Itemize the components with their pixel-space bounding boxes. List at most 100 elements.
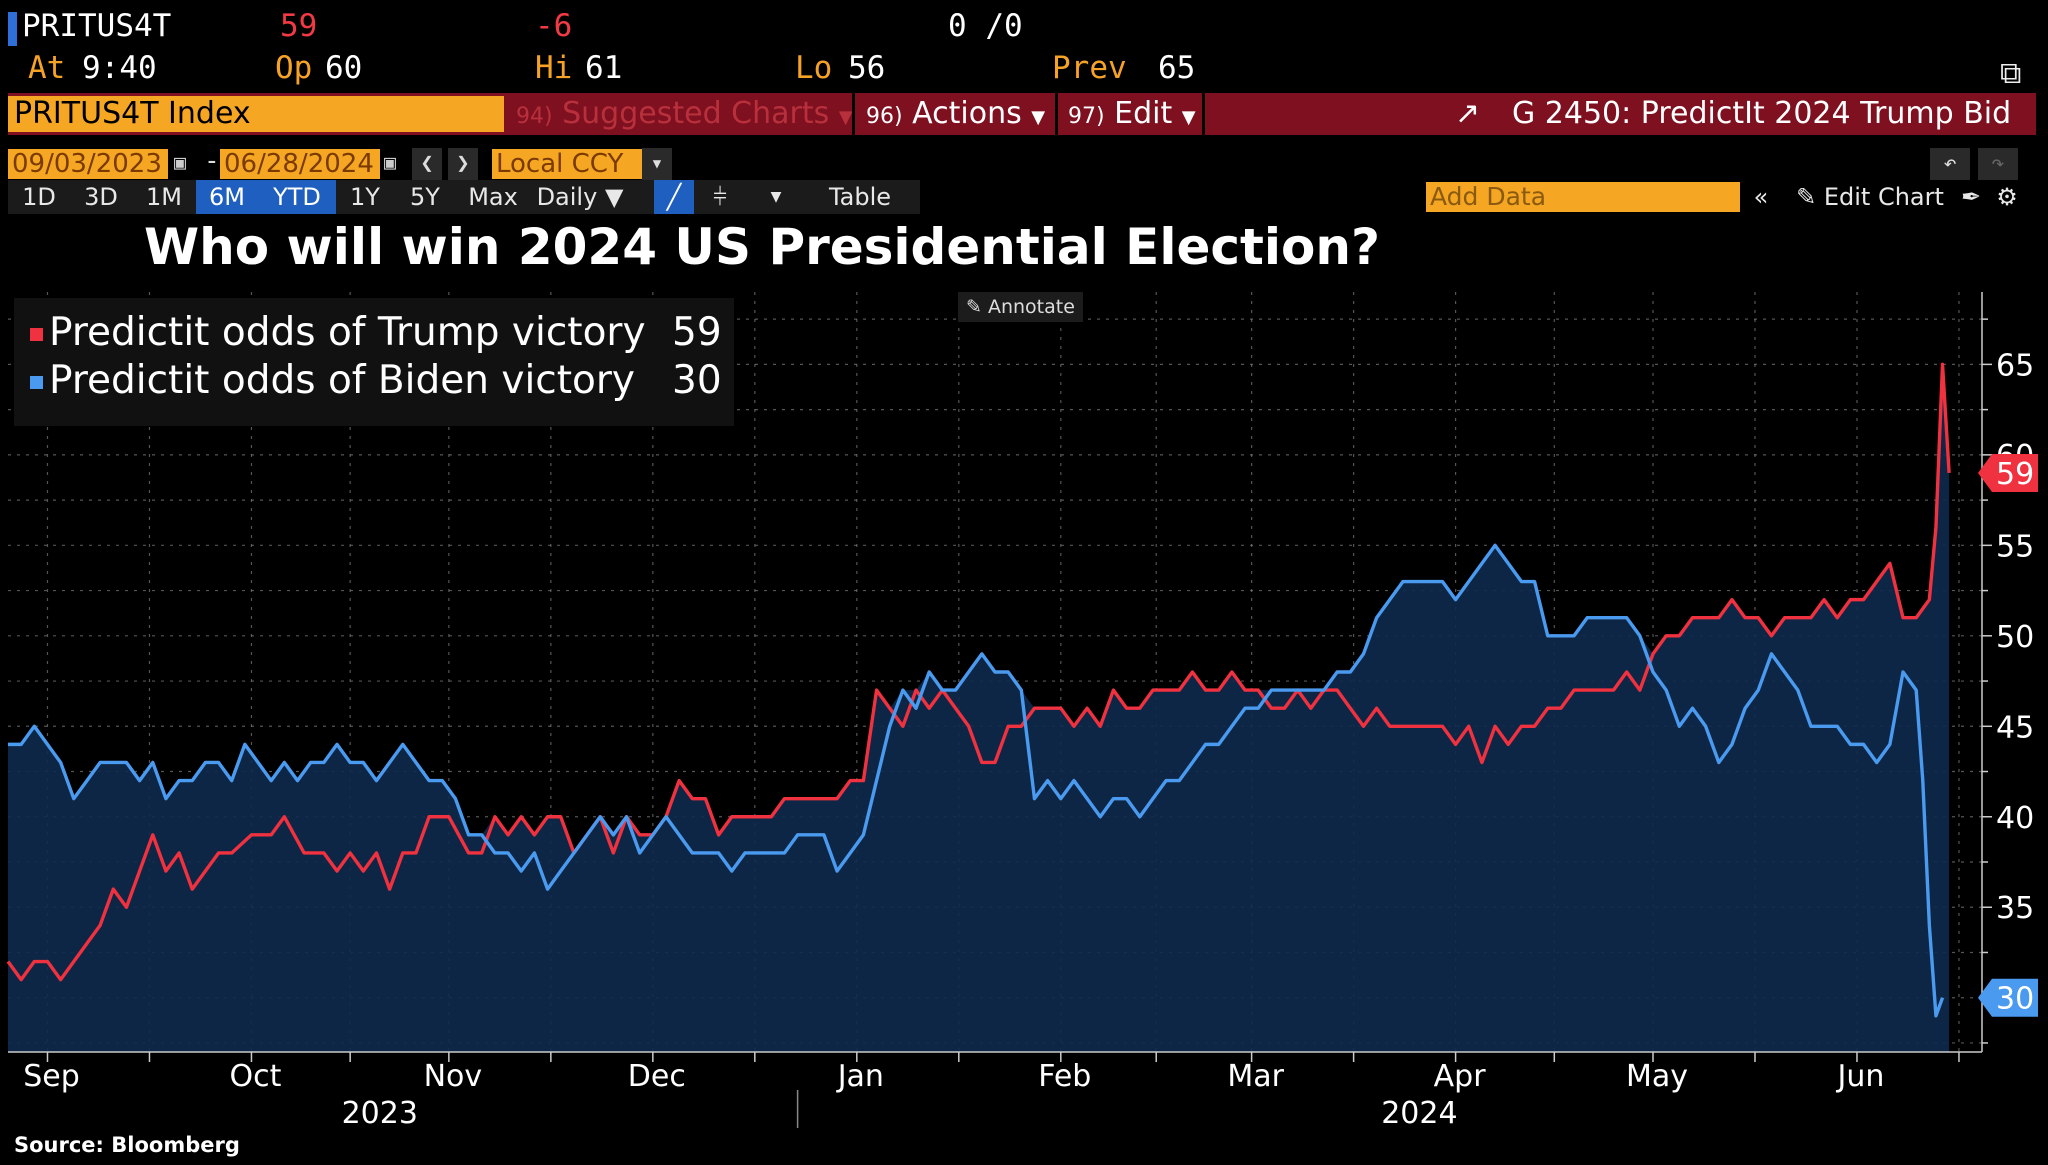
low-label: Lo bbox=[795, 50, 833, 86]
prev-label: Prev bbox=[1052, 50, 1127, 86]
redo-icon[interactable]: ↷ bbox=[1978, 148, 2018, 180]
gear-icon[interactable]: ⚙ bbox=[1996, 183, 2018, 211]
annotate-button[interactable]: ✎ Annotate bbox=[958, 292, 1083, 322]
prev-range-button[interactable]: ❮ bbox=[412, 148, 442, 180]
period-3d[interactable]: 3D bbox=[84, 183, 118, 211]
menu-divider bbox=[1202, 93, 1205, 135]
open-value: 60 bbox=[325, 50, 363, 86]
period-1m[interactable]: 1M bbox=[146, 183, 182, 211]
actions-menu[interactable]: 96) Actions ▼ bbox=[866, 93, 1045, 135]
legend-swatch bbox=[30, 376, 43, 389]
y-tick-label: 65 bbox=[1996, 348, 2034, 383]
pencil-icon: ✎ bbox=[1796, 183, 1817, 211]
x-tick-label: Sep bbox=[23, 1059, 80, 1094]
x-tick-label: Mar bbox=[1227, 1059, 1284, 1094]
period-5y[interactable]: 5Y bbox=[410, 183, 440, 211]
legend-value-biden: 30 bbox=[672, 358, 722, 403]
legend-item-biden: Predictit odds of Biden victory bbox=[30, 358, 635, 403]
period-1d[interactable]: 1D bbox=[22, 183, 56, 211]
menu-divider bbox=[852, 93, 855, 135]
series-areas bbox=[8, 364, 1950, 1052]
tag-value: 59 bbox=[1996, 457, 2034, 492]
suggested-label: Suggested Charts bbox=[562, 96, 830, 131]
x-tick-label: Dec bbox=[628, 1059, 686, 1094]
edit-num: 97) bbox=[1068, 104, 1105, 129]
net-change: -6 bbox=[535, 8, 573, 44]
year-label: 2023 bbox=[342, 1096, 418, 1131]
table-button[interactable]: Table bbox=[828, 183, 892, 211]
legend-value-trump: 59 bbox=[672, 310, 722, 355]
x-tick-label: Jun bbox=[1836, 1059, 1885, 1094]
annotate-label: Annotate bbox=[987, 296, 1075, 318]
y-tick-label: 45 bbox=[1996, 710, 2034, 745]
period-ytd[interactable]: YTD bbox=[258, 180, 336, 214]
y-axis: 354045505560655930 bbox=[1978, 292, 2038, 1052]
start-date-input[interactable]: 09/03/2023 bbox=[8, 149, 168, 179]
popout-icon[interactable]: ⧉ bbox=[2000, 56, 2022, 91]
y-tick-label: 50 bbox=[1996, 620, 2034, 655]
chevron-down-icon: ▼ bbox=[838, 107, 853, 128]
currency-select[interactable]: Local CCY bbox=[492, 149, 642, 179]
x-tick-label: May bbox=[1626, 1059, 1688, 1094]
series-line-trump bbox=[6, 362, 1951, 982]
edit-menu[interactable]: 97) Edit ▼ bbox=[1068, 93, 1196, 135]
prev-value: 65 bbox=[1158, 50, 1196, 86]
date-dash: - bbox=[204, 146, 220, 176]
last-price: 59 bbox=[280, 8, 318, 44]
bid-ask: 0 /0 bbox=[948, 8, 1023, 44]
chevron-down-icon[interactable]: ▼ bbox=[642, 148, 672, 180]
line-chart-icon[interactable]: ╱ bbox=[654, 180, 694, 214]
legend-label: Predictit odds of Biden victory bbox=[49, 358, 636, 403]
high-label: Hi bbox=[535, 50, 573, 86]
bar-style-icon[interactable]: ⫩ bbox=[713, 183, 727, 211]
chevron-down-icon[interactable]: ▼ bbox=[770, 189, 782, 205]
legend bbox=[14, 298, 734, 426]
actions-num: 96) bbox=[866, 104, 903, 129]
at-time: 9:40 bbox=[82, 50, 157, 86]
end-date-input[interactable]: 06/28/2024 bbox=[220, 149, 380, 179]
series-area bbox=[8, 364, 1950, 1052]
tag-shape bbox=[1978, 978, 2038, 1017]
pencil-icon: ✎ bbox=[966, 296, 982, 318]
ticker-symbol[interactable]: PRITUS4T bbox=[22, 8, 172, 44]
caret-down-icon: ▼ bbox=[604, 183, 624, 211]
actions-label: Actions bbox=[912, 96, 1022, 131]
legend-label: Predictit odds of Trump victory bbox=[49, 310, 646, 355]
at-label: At bbox=[28, 50, 66, 86]
next-range-button[interactable]: ❯ bbox=[448, 148, 478, 180]
last-value-tag: 30 bbox=[1978, 978, 2038, 1017]
toolbar bbox=[8, 180, 920, 214]
chevron-down-icon: ▼ bbox=[1181, 107, 1196, 128]
tag-value: 30 bbox=[1996, 982, 2034, 1017]
period-6m[interactable]: 6M bbox=[196, 180, 258, 214]
y-tick-label: 40 bbox=[1996, 801, 2034, 836]
open-label: Op bbox=[275, 50, 313, 86]
frequency-select[interactable]: Daily ▼ bbox=[536, 180, 624, 214]
chart-title: Who will win 2024 US Presidential Electi… bbox=[144, 218, 1381, 276]
x-tick-label: Oct bbox=[230, 1059, 282, 1094]
series-line-biden bbox=[8, 543, 1945, 1018]
x-tick-label: Jan bbox=[836, 1059, 884, 1094]
calendar-icon[interactable]: ▣ bbox=[384, 150, 397, 174]
edit-chart-label: Edit Chart bbox=[1823, 183, 1944, 211]
period-1y[interactable]: 1Y bbox=[350, 183, 380, 211]
low-value: 56 bbox=[848, 50, 886, 86]
legend-item-trump: Predictit odds of Trump victory bbox=[30, 310, 646, 355]
x-tick-label: Apr bbox=[1434, 1059, 1487, 1094]
frequency-label: Daily bbox=[536, 183, 598, 211]
tag-shape bbox=[1978, 453, 2038, 492]
chart-style-icon[interactable]: ✒ bbox=[1960, 183, 1982, 211]
export-icon[interactable]: ↗ bbox=[1455, 96, 1481, 131]
period-max[interactable]: Max bbox=[468, 183, 518, 211]
edit-chart-button[interactable]: ✎ Edit Chart bbox=[1790, 180, 1950, 214]
source-note: Source: Bloomberg bbox=[14, 1133, 240, 1157]
security-field[interactable]: PRITUS4T Index bbox=[8, 96, 504, 132]
calendar-icon[interactable]: ▣ bbox=[174, 150, 187, 174]
year-label: 2024 bbox=[1381, 1096, 1457, 1131]
collapse-icon[interactable]: « bbox=[1753, 183, 1769, 211]
suggested-charts-menu[interactable]: 94) Suggested Charts ▼ bbox=[516, 93, 853, 135]
x-tick-label: Feb bbox=[1038, 1059, 1091, 1094]
add-data-input[interactable]: Add Data bbox=[1426, 182, 1740, 212]
undo-icon[interactable]: ↶ bbox=[1930, 148, 1970, 180]
x-tick-label: Nov bbox=[424, 1059, 483, 1094]
